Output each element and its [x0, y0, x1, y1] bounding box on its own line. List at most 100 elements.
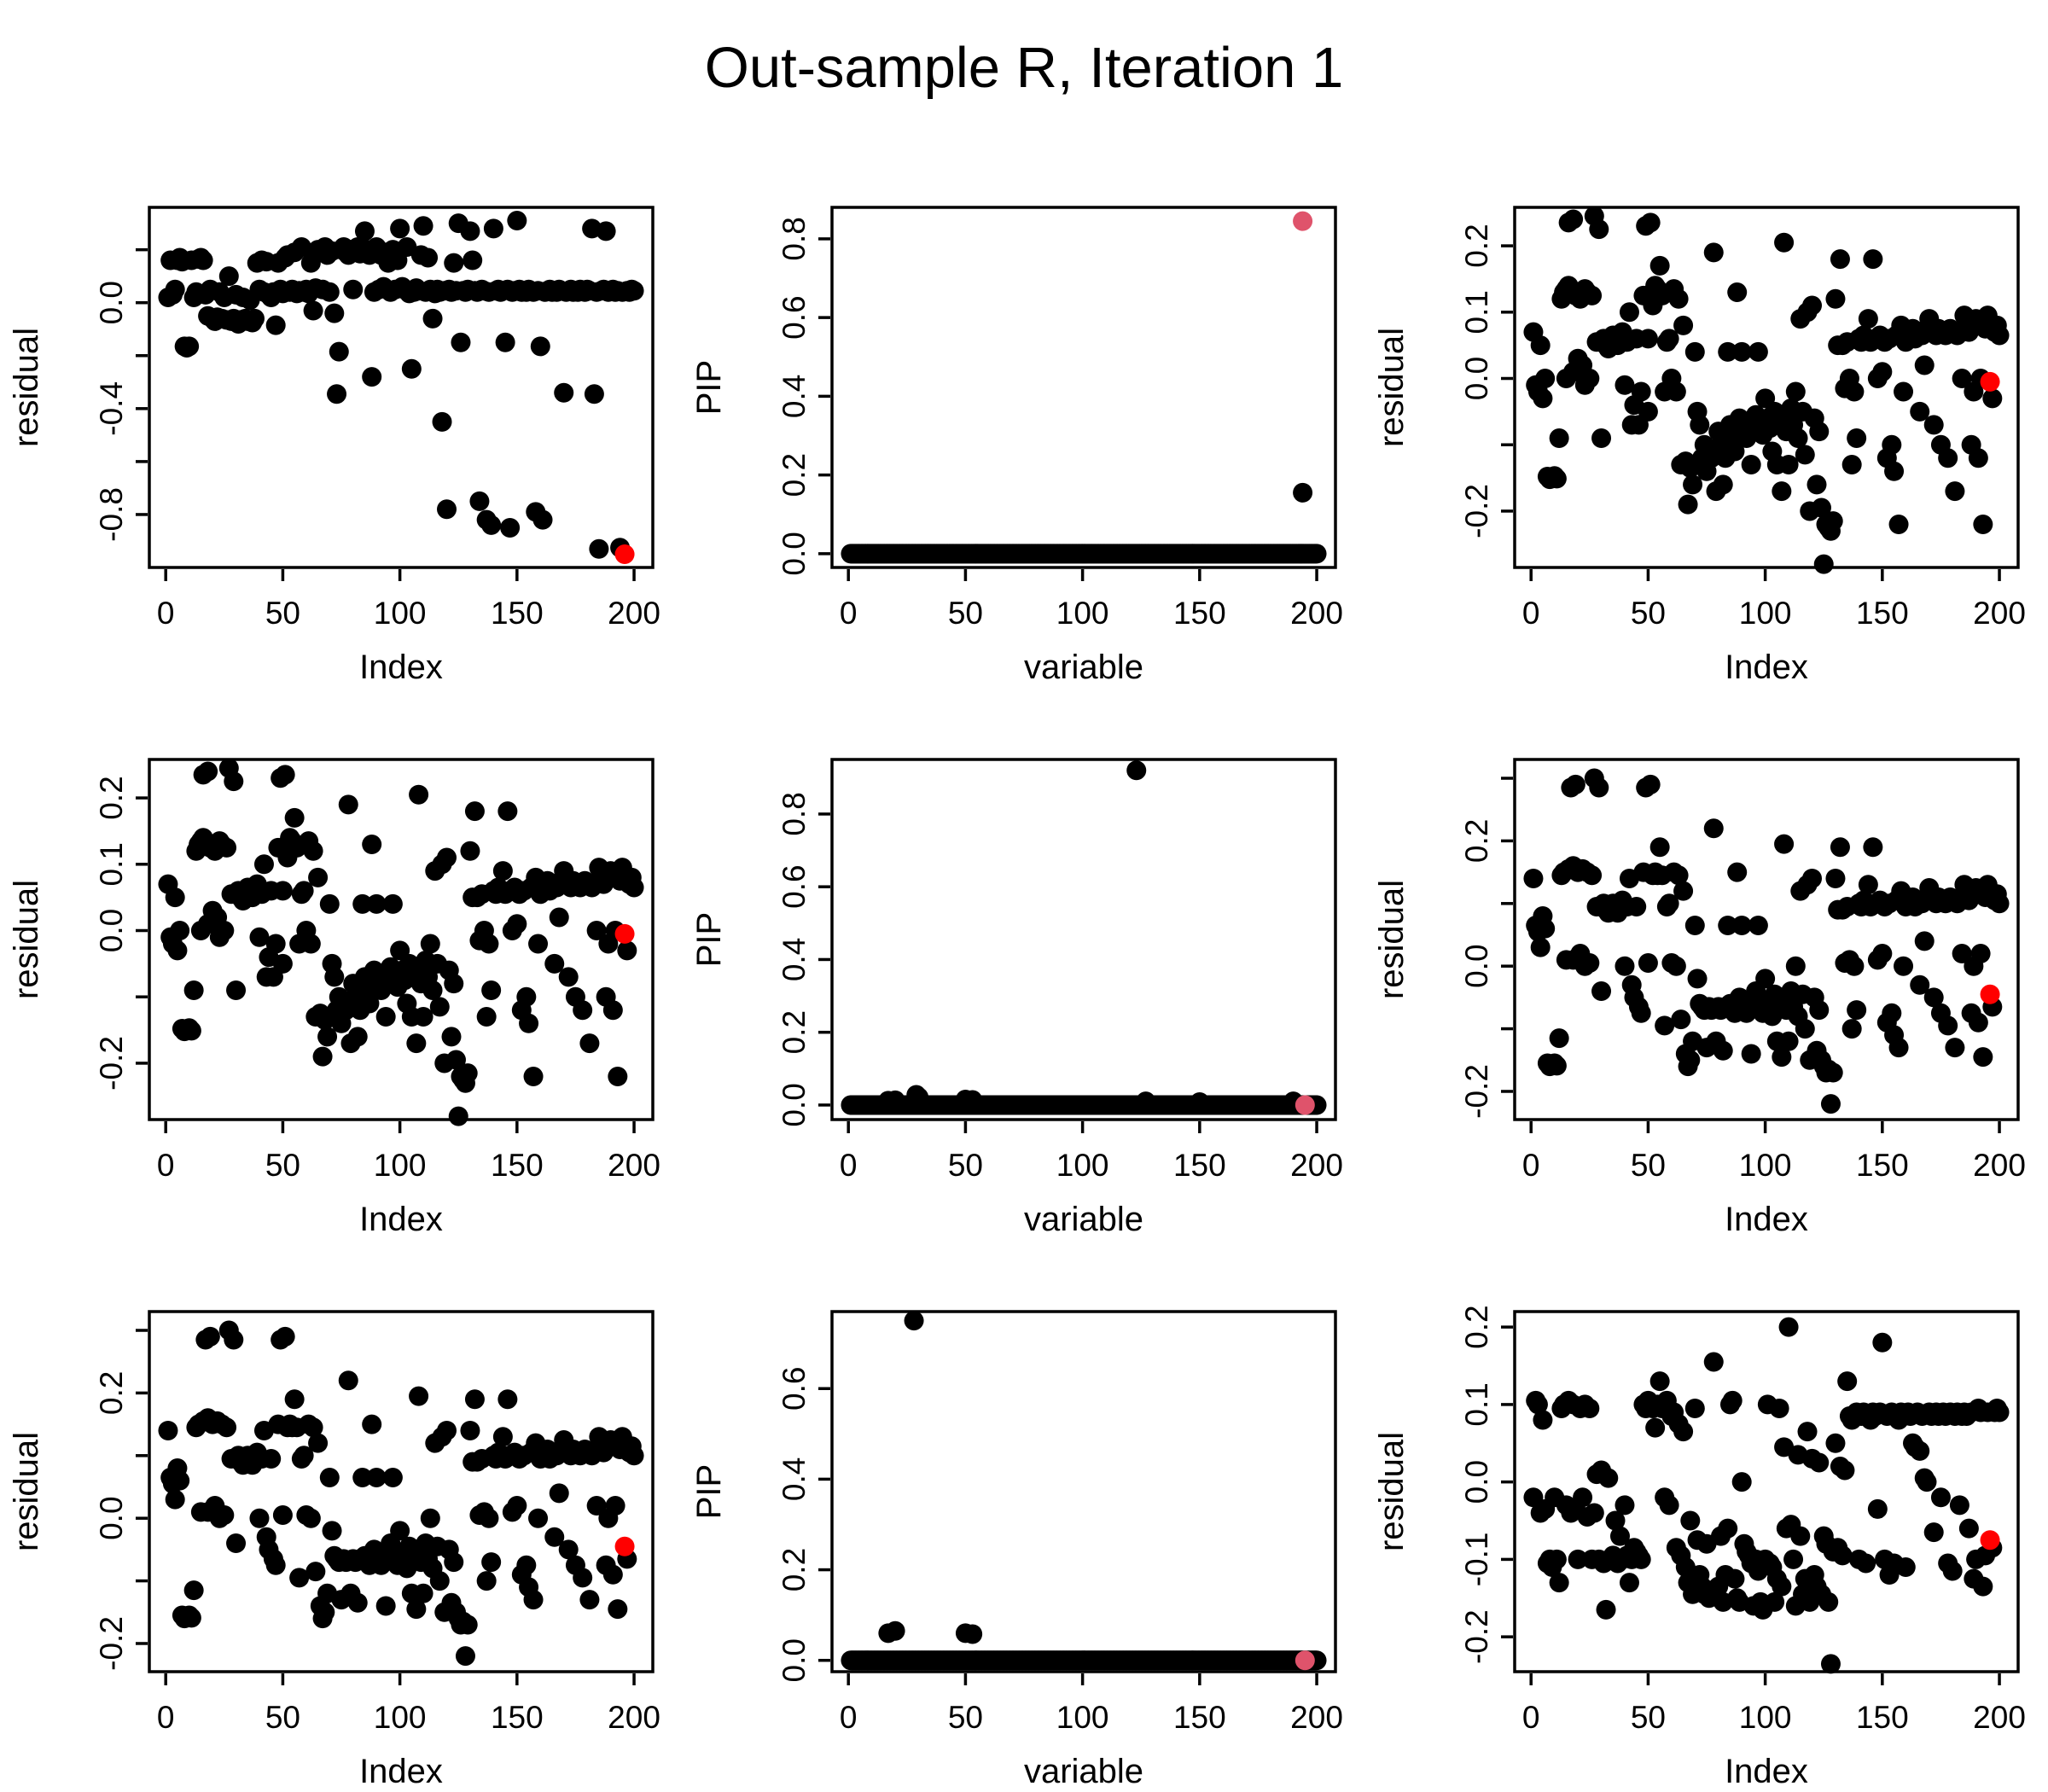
svg-text:0: 0 [840, 1700, 858, 1735]
svg-text:0.0: 0.0 [777, 1083, 812, 1126]
svg-text:-0.4: -0.4 [94, 381, 129, 436]
axis-layer: 0 50 100 150 200 Index 0.0 -0.4 -0.8 residual [8, 206, 660, 686]
points-layer [1523, 206, 2010, 574]
svg-text:200: 200 [1290, 596, 1343, 631]
svg-text:0.4: 0.4 [777, 375, 812, 418]
svg-text:100: 100 [1056, 596, 1109, 631]
plot-cell-residual-row2-col3: 0 50 100 150 200 Index 0.2 0.0 -0.2 residual [1365, 688, 2048, 1240]
svg-text:0.6: 0.6 [777, 295, 812, 339]
svg-text:0.0: 0.0 [777, 1638, 812, 1682]
special-point [1980, 984, 2000, 1004]
scatter-residual-row1-col3: 0 50 100 150 200 Index 0.2 0.1 0.0 -0.2 residual [1373, 206, 2026, 686]
svg-text:-0.2: -0.2 [1459, 1064, 1494, 1119]
axis-layer: 0 50 100 150 200 variable 0.0 0.2 0.4 0.6 0.8 PIP [690, 206, 1343, 686]
plot-cell-residual-row1-col1: 0 50 100 150 200 Index 0.0 -0.4 -0.8 residual [0, 136, 683, 688]
svg-text:150: 150 [491, 1700, 544, 1735]
y-axis-label: residual [8, 328, 45, 447]
svg-text:100: 100 [374, 1700, 427, 1735]
y-axis-label: PIP [690, 912, 728, 967]
axis-layer: 0 50 100 150 200 Index 0.2 0.0 -0.2 residual [8, 1310, 660, 1790]
axis-layer: 0 50 100 150 200 Index 0.2 0.1 0.0 -0.2 residual [1373, 206, 2026, 686]
svg-text:-0.2: -0.2 [1459, 484, 1494, 538]
axis-layer: 0 50 100 150 200 Index 0.2 0.1 0.0 -0.1 -0.2 residu… [1373, 1305, 2026, 1790]
svg-text:200: 200 [608, 1148, 660, 1183]
x-axis-label: variable [1024, 1201, 1143, 1238]
svg-text:150: 150 [1856, 596, 1909, 631]
points-layer [841, 760, 1327, 1115]
x-axis-label: Index [1725, 1201, 1808, 1238]
svg-text:0.0: 0.0 [1459, 944, 1494, 987]
svg-text:0: 0 [157, 596, 175, 631]
title-bar: Out-sample R, Iteration 1 [0, 0, 2048, 136]
svg-text:0.2: 0.2 [94, 1371, 129, 1415]
x-axis-label: Index [1725, 1753, 1808, 1790]
svg-text:0.0: 0.0 [94, 909, 129, 952]
axis-layer: 0 50 100 150 200 variable 0.0 0.2 0.4 0.6 0.8 PIP [690, 758, 1343, 1238]
svg-text:100: 100 [1739, 1148, 1792, 1183]
svg-text:0.2: 0.2 [1459, 224, 1494, 267]
svg-text:-0.2: -0.2 [1459, 1609, 1494, 1664]
svg-text:0.2: 0.2 [94, 776, 129, 819]
svg-text:0.6: 0.6 [777, 864, 812, 908]
svg-text:0.2: 0.2 [777, 453, 812, 497]
svg-text:100: 100 [1056, 1700, 1109, 1735]
svg-text:100: 100 [1739, 1700, 1792, 1735]
scatter-pip-row1-col2: 0 50 100 150 200 variable 0.0 0.2 0.4 0.6 0.8 PIP [690, 206, 1343, 686]
points-layer [158, 1320, 644, 1667]
special-point [614, 1536, 635, 1556]
svg-text:0: 0 [1522, 596, 1540, 631]
svg-text:50: 50 [948, 1700, 983, 1735]
plot-cell-pip-row3-col2: 0 50 100 150 200 variable 0.0 0.2 0.4 0.6 PIP [683, 1240, 1365, 1792]
svg-text:150: 150 [1173, 1148, 1226, 1183]
svg-text:50: 50 [265, 1148, 300, 1183]
svg-text:50: 50 [265, 1700, 300, 1735]
svg-text:0.0: 0.0 [1459, 357, 1494, 400]
svg-text:0.8: 0.8 [777, 792, 812, 835]
svg-text:200: 200 [608, 596, 660, 631]
svg-text:0.4: 0.4 [777, 1457, 812, 1501]
points-layer [841, 1311, 1327, 1671]
scatter-pip-row3-col2: 0 50 100 150 200 variable 0.0 0.2 0.4 0.6 PIP [690, 1310, 1343, 1790]
scatter-residual-row1-col1: 0 50 100 150 200 Index 0.0 -0.4 -0.8 residual [8, 206, 660, 686]
svg-text:50: 50 [1631, 596, 1666, 631]
plot-cell-pip-row2-col2: 0 50 100 150 200 variable 0.0 0.2 0.4 0.6 0.8 PIP [683, 688, 1365, 1240]
axis-layer: 0 50 100 150 200 Index 0.2 0.1 0.0 -0.2 residual [8, 758, 660, 1238]
svg-text:150: 150 [1856, 1148, 1909, 1183]
svg-text:0: 0 [1522, 1148, 1540, 1183]
svg-text:0.8: 0.8 [777, 217, 812, 260]
special-point [614, 923, 635, 944]
scatter-residual-row3-col3: 0 50 100 150 200 Index 0.2 0.1 0.0 -0.1 -0.2 residu… [1373, 1305, 2026, 1790]
scatter-residual-row2-col1: 0 50 100 150 200 Index 0.2 0.1 0.0 -0.2 residual [8, 758, 660, 1238]
svg-text:100: 100 [1739, 596, 1792, 631]
svg-text:100: 100 [374, 1148, 427, 1183]
special-point [1295, 1650, 1315, 1671]
svg-text:0: 0 [157, 1700, 175, 1735]
scatter-residual-row3-col1: 0 50 100 150 200 Index 0.2 0.0 -0.2 residual [8, 1310, 660, 1790]
points-layer [841, 482, 1327, 564]
svg-text:-0.1: -0.1 [1459, 1533, 1494, 1587]
points-layer [158, 758, 644, 1126]
svg-text:150: 150 [1173, 596, 1226, 631]
points-layer [1523, 1317, 2010, 1674]
svg-text:0.1: 0.1 [1459, 290, 1494, 334]
scatter-pip-row2-col2: 0 50 100 150 200 variable 0.0 0.2 0.4 0.6 0.8 PIP [690, 758, 1343, 1238]
svg-text:150: 150 [491, 1148, 544, 1183]
figure-grid: 0 50 100 150 200 Index 0.0 -0.4 -0.8 residual 0 50 1… [0, 136, 2048, 1792]
y-axis-label: residual [1373, 880, 1411, 999]
plot-cell-pip-row1-col2: 0 50 100 150 200 variable 0.0 0.2 0.4 0.6 0.8 PIP [683, 136, 1365, 688]
svg-text:50: 50 [1631, 1148, 1666, 1183]
svg-text:100: 100 [1056, 1148, 1109, 1183]
svg-text:200: 200 [1973, 596, 2026, 631]
x-axis-label: Index [359, 649, 443, 686]
svg-text:0.4: 0.4 [777, 938, 812, 981]
svg-text:150: 150 [1856, 1700, 1909, 1735]
y-axis-label: residual [1373, 1432, 1411, 1551]
svg-text:-0.2: -0.2 [94, 1616, 129, 1671]
points-layer [1523, 768, 2010, 1114]
svg-text:200: 200 [1290, 1700, 1343, 1735]
special-point [1295, 1095, 1315, 1115]
svg-text:0.1: 0.1 [1459, 1382, 1494, 1426]
svg-text:50: 50 [265, 596, 300, 631]
plot-cell-residual-row2-col1: 0 50 100 150 200 Index 0.2 0.1 0.0 -0.2 residual [0, 688, 683, 1240]
svg-text:0.2: 0.2 [777, 1010, 812, 1054]
